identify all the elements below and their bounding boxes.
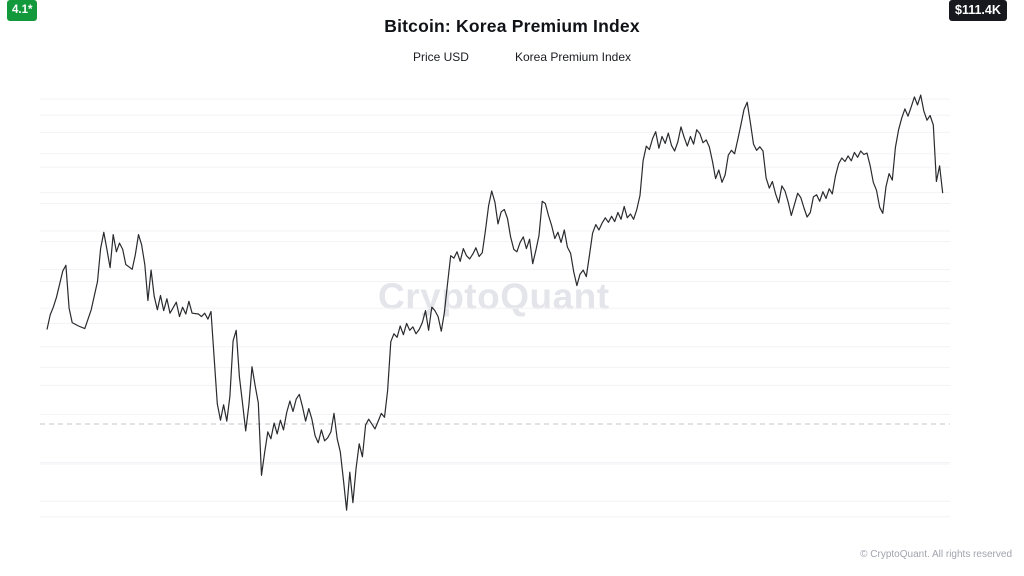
legend-item-price-usd[interactable]: Price USD	[393, 50, 469, 64]
right-axis-badge: $111.4K	[949, 0, 1007, 21]
legend-item-korea-premium[interactable]: Korea Premium Index	[495, 50, 631, 64]
chart-legend: Price USD Korea Premium Index	[0, 50, 1024, 64]
copyright-footer: © CryptoQuant. All rights reserved	[860, 549, 1012, 560]
legend-label-korea-premium: Korea Premium Index	[514, 50, 632, 64]
cryptoquant-watermark: CryptoQuant	[378, 276, 610, 317]
page-title: Bitcoin: Korea Premium Index	[384, 16, 640, 36]
price-usd-line	[46, 94, 944, 511]
left-axis-badge: 4.1*	[7, 0, 38, 21]
legend-label-price-usd: Price USD	[412, 50, 469, 64]
